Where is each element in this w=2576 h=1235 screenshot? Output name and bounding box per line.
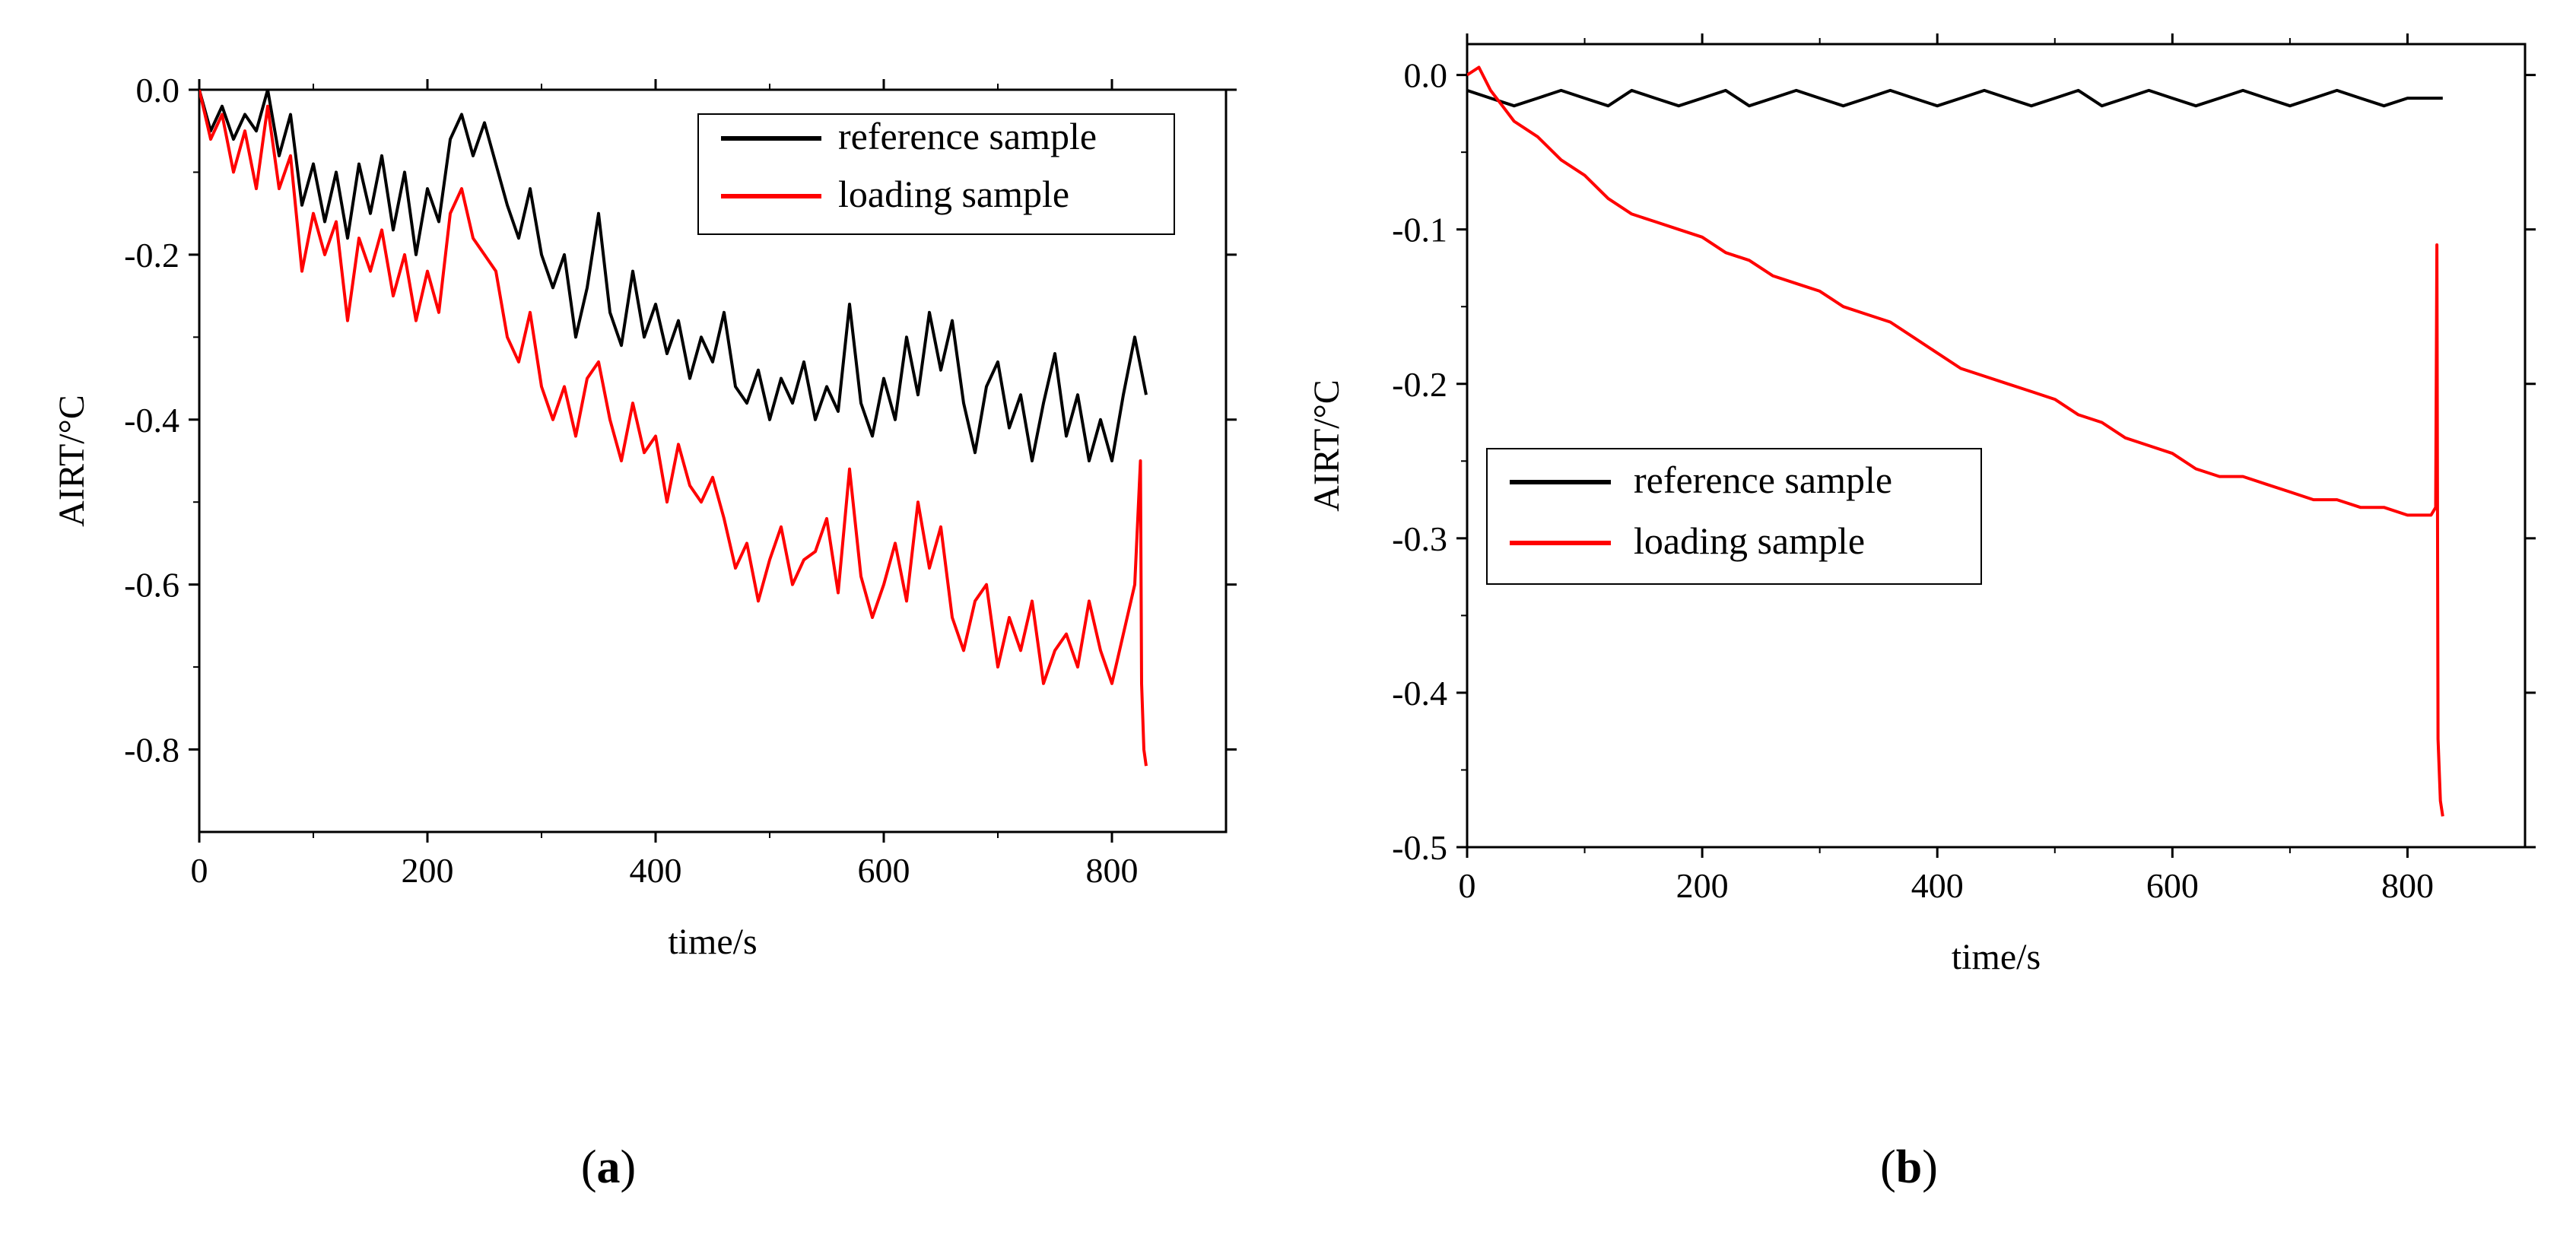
panel-a-legend-label-1: reference sample	[838, 115, 1097, 157]
panel-b-series-reference-sample	[1467, 88, 2443, 108]
caption-b: (b)	[1880, 1141, 1938, 1193]
panel-b-x-tick-label: 0	[1459, 866, 1476, 905]
panel-b-x-tick-label: 200	[1676, 866, 1729, 905]
panel-a-series-reference-sample	[199, 90, 1148, 462]
panel-b-legend-box	[1486, 448, 1982, 585]
panel-a-x-tick-label: 800	[1086, 851, 1139, 890]
panel-a-x-tick-label: 600	[858, 851, 910, 890]
panel-a-y-tick-label: 0.0	[136, 71, 180, 110]
panel-b-y-tick-label: -0.2	[1392, 365, 1447, 404]
panel-b-plot-frame	[1466, 43, 2527, 849]
panel-b-x-tick-label: 600	[2146, 866, 2199, 905]
panel-b-legend-label-1: reference sample	[1634, 459, 1892, 501]
panel-a-x-tick-label: 400	[630, 851, 682, 890]
panel-a-y-axis-label: AIRT/°C	[52, 395, 92, 527]
panel-a-y-tick-label: -0.2	[124, 236, 179, 275]
panel-b-y-axis-label: AIRT/°C	[1307, 379, 1347, 512]
panel-b-legend-label-2: loading sample	[1634, 519, 1865, 562]
chart-panel-a: 0 200 400 600 800 0.0 -0.2 -0.4 -0.6 -0.8 time/s AI…	[52, 71, 1237, 962]
chart-panel-b: 0 200 400 600 800 0.0 -0.1 -0.2 -0.3 -0.4 -0.5 time…	[1307, 33, 2536, 977]
panel-a-series-loading-sample	[199, 90, 1148, 767]
panel-a-x-tick-label: 0	[191, 851, 208, 890]
panel-a-y-tick-label: -0.6	[124, 566, 179, 605]
panel-b-y-tick-label: -0.3	[1392, 519, 1447, 558]
panel-b-series-loading-sample	[1467, 65, 2444, 817]
panel-a-plot-frame	[198, 88, 1228, 833]
panel-a-y-tick-label: -0.4	[124, 401, 179, 440]
panel-a-y-tick-label: -0.8	[124, 731, 179, 770]
caption-a: (a)	[581, 1141, 636, 1193]
panel-a-x-tick-label: 200	[402, 851, 454, 890]
panel-b-y-tick-label: 0.0	[1404, 56, 1448, 95]
panel-a-legend-label-2: loading sample	[838, 173, 1069, 215]
panel-a-legend-box	[697, 113, 1175, 235]
panel-b-legend: reference sample loading sample	[1486, 448, 1982, 585]
panel-b-y-tick-label: -0.5	[1392, 828, 1447, 867]
panel-a-x-axis-label: time/s	[668, 922, 757, 962]
panel-b-y-tick-label: -0.1	[1392, 211, 1447, 249]
panel-b-x-tick-label: 400	[1911, 866, 1964, 905]
panel-b-x-tick-label: 800	[2381, 866, 2434, 905]
panel-b-x-axis-label: time/s	[1952, 937, 2041, 977]
panel-b-y-tick-label: -0.4	[1392, 674, 1447, 713]
panel-a-legend: reference sample loading sample	[697, 113, 1175, 235]
